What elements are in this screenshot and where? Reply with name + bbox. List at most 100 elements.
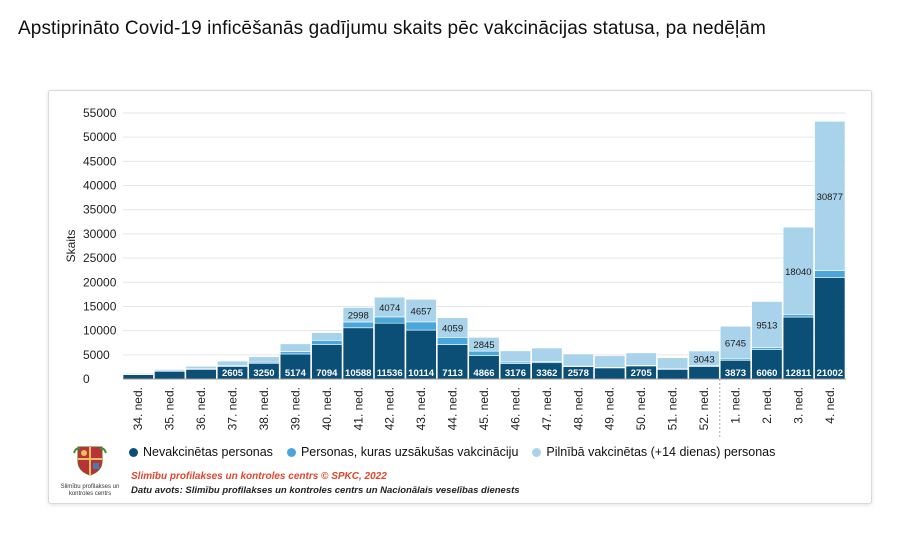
x-tick-label: 47. ned.	[540, 387, 554, 430]
bar-segment	[279, 343, 311, 352]
data-label: 4866	[473, 368, 494, 379]
y-tick-label: 20000	[83, 275, 117, 289]
bar-segment	[311, 340, 343, 345]
bar-segment	[657, 357, 689, 370]
data-label: 2998	[348, 311, 369, 322]
bar-segment	[154, 370, 186, 380]
data-label: 2578	[568, 368, 589, 379]
data-label: 12811	[785, 368, 812, 379]
legend-dot-icon	[286, 447, 296, 457]
bar-segment	[405, 329, 437, 380]
bar-segment	[342, 307, 374, 323]
bar-segment	[154, 369, 186, 372]
bar-segment	[374, 296, 406, 318]
data-label: 10114	[408, 368, 435, 379]
bar-segment	[782, 316, 814, 380]
bar-segment	[468, 350, 500, 356]
legend-item-fully-vaccinated: Pilnībā vakcinētas (+14 dienas) personas	[532, 445, 775, 459]
bar-segment	[374, 322, 406, 380]
bar-segment	[185, 366, 217, 370]
data-label: 2705	[631, 368, 653, 379]
bar-segment	[531, 347, 563, 362]
stacked-bar-chart: Skaits 0 5000 10000 15000 20000 25000 30000 3500…	[64, 106, 846, 437]
bar-segment	[814, 277, 846, 380]
bar-segment	[279, 353, 311, 380]
bar-segment	[814, 270, 846, 278]
data-label: 2605	[222, 368, 244, 379]
bar-segment	[499, 350, 531, 363]
bar-segment	[122, 373, 154, 375]
bar-segment	[594, 355, 626, 368]
bar-segment	[562, 353, 594, 367]
data-label: 10588	[345, 368, 371, 379]
bar-segment	[405, 321, 437, 331]
x-tick-label: 3. ned.	[791, 387, 805, 424]
chart-legend: Nevakcinētas personas Personas, kuras uz…	[129, 445, 775, 459]
legend-item-partially-vaccinated: Personas, kuras uzsākušas vakcināciju	[286, 445, 519, 459]
bar-segment	[688, 366, 720, 380]
bar-segment	[468, 337, 500, 352]
legend-item-unvaccinated: Nevakcinētas personas	[129, 445, 273, 459]
y-tick-label: 10000	[83, 324, 117, 338]
data-label: 6060	[756, 368, 777, 379]
legend-label: Nevakcinētas personas	[143, 445, 273, 459]
bar-segment	[814, 121, 846, 271]
data-label: 4074	[379, 303, 400, 314]
data-label: 3873	[725, 368, 746, 379]
credit-line: Slimību profilakses un kontroles centrs …	[131, 471, 387, 482]
x-tick-label: 52. ned.	[697, 387, 711, 430]
y-tick-label: 55000	[83, 106, 117, 120]
y-tick-label: 15000	[83, 299, 117, 313]
page-title: Apstiprināto Covid-19 inficēšanās gadīju…	[18, 18, 766, 39]
bar-segment	[437, 317, 469, 338]
data-label: 6745	[725, 339, 746, 350]
x-tick-label: 34. ned.	[131, 387, 145, 430]
legend-label: Personas, kuras uzsākušas vakcināciju	[300, 445, 519, 459]
x-tick-label: 41. ned.	[351, 387, 365, 430]
x-tick-label: 36. ned.	[194, 387, 208, 430]
legend-label: Pilnībā vakcinētas (+14 dienas) personas	[546, 445, 776, 459]
x-tick-label: 38. ned.	[257, 387, 271, 430]
bar-segment	[122, 374, 154, 380]
data-label: 7094	[316, 368, 338, 379]
bar-segment	[782, 226, 814, 315]
bar-segment	[185, 369, 217, 380]
y-tick-label: 35000	[83, 203, 117, 217]
bar-segment	[342, 321, 374, 329]
y-tick-label: 30000	[83, 227, 117, 241]
bar-segment	[688, 350, 720, 366]
bar-segment	[437, 337, 469, 345]
x-tick-label: 37. ned.	[226, 387, 240, 430]
data-source-line: Datu avots: Slimību profilakses un kontr…	[131, 485, 520, 496]
bar-segment	[374, 316, 406, 324]
bar-segment	[719, 325, 751, 360]
bar-segment	[594, 367, 626, 380]
coat-of-arms-icon	[73, 446, 107, 476]
data-label: 3043	[693, 354, 714, 365]
x-tick-label: 44. ned.	[446, 387, 460, 430]
x-tick-label: 46. ned.	[508, 387, 522, 430]
bar-segment	[405, 299, 437, 323]
bar-segment	[751, 347, 783, 350]
x-tick-label: 35. ned.	[163, 387, 177, 430]
x-tick-label: 1. ned.	[728, 387, 742, 424]
bar-segment	[625, 352, 657, 366]
bar-segment	[782, 314, 814, 318]
data-label: 7113	[442, 368, 463, 379]
x-tick-label: 4. ned.	[823, 387, 837, 424]
x-tick-label: 43. ned.	[414, 387, 428, 430]
bar-segment	[657, 369, 689, 380]
x-tick-label: 42. ned.	[383, 387, 397, 430]
y-axis-label: Skaits	[64, 230, 78, 263]
bar-segment	[311, 332, 343, 341]
data-label: 30877	[817, 192, 843, 203]
data-label: 18040	[785, 267, 811, 278]
y-tick-label: 45000	[83, 154, 117, 168]
y-tick-label: 40000	[83, 179, 117, 193]
x-tick-label: 49. ned.	[603, 387, 617, 430]
legend-dot-icon	[129, 447, 138, 457]
data-label: 2845	[473, 340, 494, 351]
bar-segment	[248, 356, 280, 363]
x-tick-label: 40. ned.	[320, 387, 334, 430]
data-label: 3362	[536, 368, 557, 379]
